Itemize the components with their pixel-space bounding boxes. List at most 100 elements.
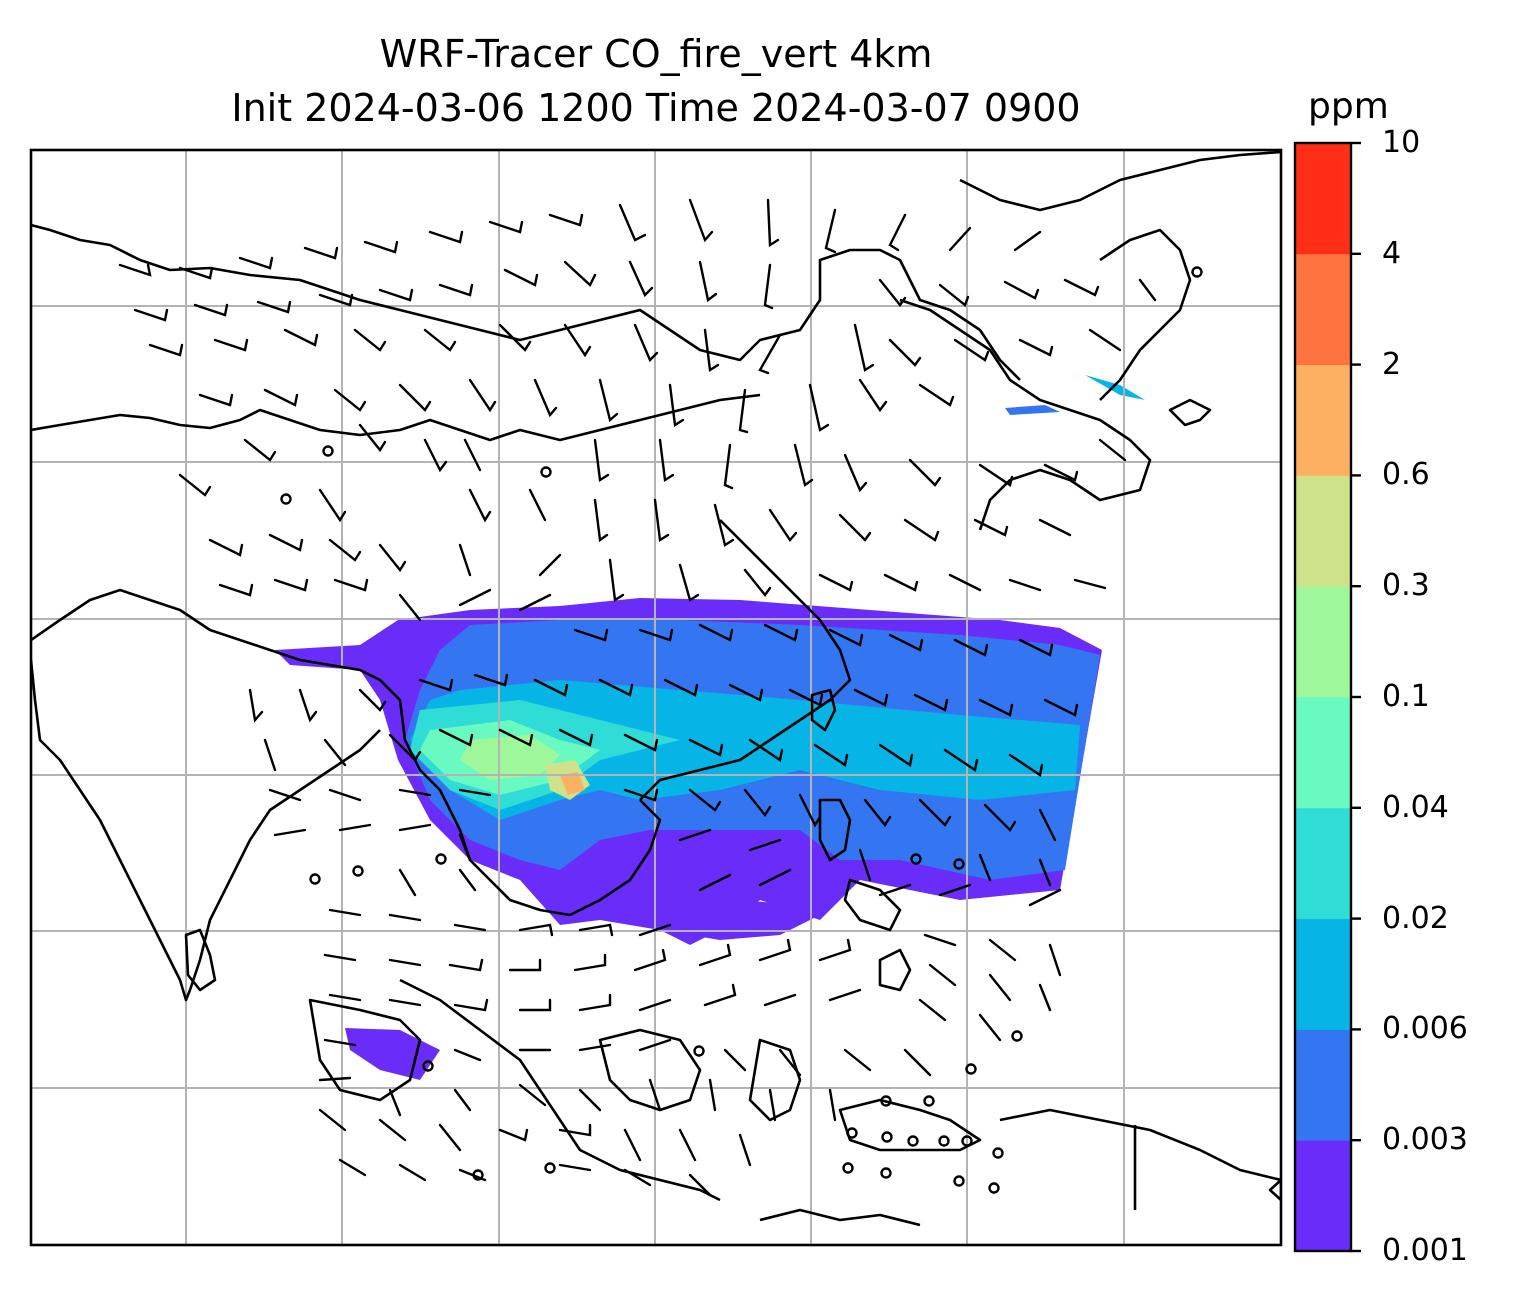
wind-barb [668, 383, 685, 428]
wind-barb [318, 1076, 352, 1082]
wind-barb [338, 1158, 367, 1177]
wind-barb [653, 498, 670, 543]
wind-barb [453, 998, 489, 1012]
wind-barb [883, 573, 919, 592]
calm-marker [880, 1095, 892, 1107]
wind-barb [323, 1038, 357, 1047]
wind-barb [768, 1088, 777, 1122]
wind-barb [273, 828, 307, 837]
wind-barb [978, 463, 1014, 487]
wind-barb [398, 383, 432, 412]
wind-barb [888, 338, 922, 367]
wind-barb [573, 628, 609, 642]
wind-barb [658, 438, 675, 483]
plume-level-8 [560, 772, 585, 795]
wind-barb [178, 473, 212, 497]
wind-barb [593, 438, 610, 483]
calm-marker [472, 1169, 484, 1181]
wind-barb [273, 578, 309, 592]
map-subtitle: Init 2024-03-06 1200 Time 2024-03-07 090… [231, 86, 1081, 130]
wind-barb [598, 678, 634, 697]
wind-barb [198, 393, 234, 407]
calm-marker [1191, 266, 1203, 278]
wind-barb [978, 698, 1014, 717]
wind-barb [1018, 338, 1054, 357]
calm-marker [910, 853, 922, 865]
wind-barb [1038, 518, 1072, 537]
calm-marker [540, 466, 552, 478]
wind-barb [633, 948, 667, 972]
colorbar-swatch [1295, 475, 1351, 587]
colorbar-swatch [1295, 918, 1351, 1030]
map-frame [29, 148, 1283, 1247]
wind-barb [818, 573, 854, 592]
wind-barb [978, 1013, 1002, 1042]
wind-barb [318, 488, 347, 523]
wind-barb [988, 973, 1012, 1002]
wind-barb [888, 633, 924, 652]
wind-barb [1048, 943, 1062, 977]
wind-barb [1008, 578, 1042, 592]
wind-barb [948, 226, 972, 252]
wind-barb [318, 1108, 347, 1132]
calm-marker [965, 1063, 977, 1075]
wind-barb [363, 240, 399, 254]
wind-barb [508, 958, 542, 972]
wind-barb [518, 1083, 547, 1107]
wind-barb [256, 300, 292, 314]
wind-barb [438, 1123, 462, 1152]
wind-barb [1138, 278, 1157, 302]
wind-barb [638, 1038, 672, 1052]
wind-barb [238, 256, 274, 270]
wind-barb [528, 488, 547, 522]
calm-marker [842, 1162, 854, 1174]
calm-marker [953, 858, 965, 870]
wind-barb [818, 938, 852, 962]
wind-barb [703, 328, 720, 373]
wind-barb [148, 343, 184, 357]
wind-barb [448, 958, 484, 972]
wind-barb [388, 958, 422, 967]
wind-barb [698, 623, 734, 642]
wind-barb [928, 963, 957, 987]
wind-barb [268, 788, 302, 802]
colorbar-swatch [1295, 364, 1351, 476]
wind-barb [563, 260, 597, 287]
wind-barb [243, 438, 277, 462]
colorbar-tick-label: 4 [1382, 235, 1402, 271]
wind-barb [1003, 280, 1040, 300]
wind-barb [463, 438, 482, 472]
colorbar-tick-label: 2 [1382, 346, 1402, 382]
wind-barb [453, 923, 487, 932]
calm-marker [322, 445, 334, 457]
wind-barb [633, 323, 659, 363]
wind-barb [298, 688, 318, 723]
wind-barb [423, 328, 457, 352]
wind-barb [498, 323, 532, 352]
wind-barb [608, 558, 625, 603]
colorbar-tick-label: 0.1 [1382, 679, 1430, 714]
calm-marker [846, 1127, 858, 1139]
wind-barb [973, 518, 1009, 537]
wind-barb [328, 908, 362, 917]
wind-barb [778, 1048, 802, 1077]
wind-barb [698, 943, 732, 967]
colorbar-swatch [1295, 586, 1351, 698]
wind-barb [738, 388, 749, 434]
calm-marker [880, 1167, 892, 1179]
colorbar [1293, 141, 1361, 1253]
wind-barb [428, 230, 464, 244]
wind-barb [938, 283, 970, 307]
wind-barb [743, 788, 772, 818]
wind-barb [263, 738, 277, 772]
wind-barb [118, 263, 152, 277]
colorbar-tick-label: 0.02 [1382, 900, 1449, 936]
wind-barb [468, 378, 497, 413]
wind-barb [1073, 578, 1107, 590]
wind-barb [798, 793, 822, 828]
wind-barb [663, 678, 699, 697]
wind-barb [503, 268, 539, 287]
wind-barb [688, 788, 722, 812]
wind-barb [1098, 438, 1127, 462]
